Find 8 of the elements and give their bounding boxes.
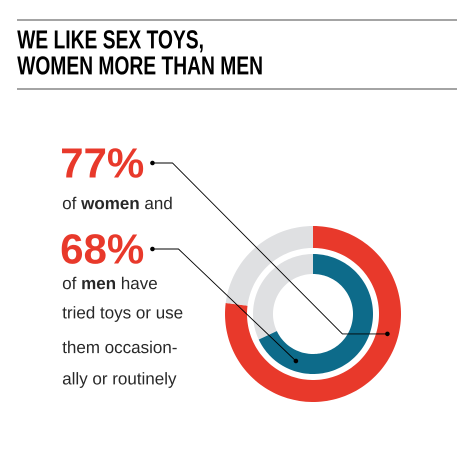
text: ally or routinely	[62, 372, 176, 388]
text: of women and	[62, 196, 172, 210]
text: them occasion-	[62, 340, 177, 354]
text: of men have	[62, 276, 157, 290]
chart-title: WE LIKE SEX TOYS, WOMEN MORE THAN MEN	[17, 30, 262, 75]
data-label: 68%	[62, 234, 144, 264]
text: tried toys or use	[62, 306, 182, 322]
data-label: 77%	[62, 148, 144, 178]
